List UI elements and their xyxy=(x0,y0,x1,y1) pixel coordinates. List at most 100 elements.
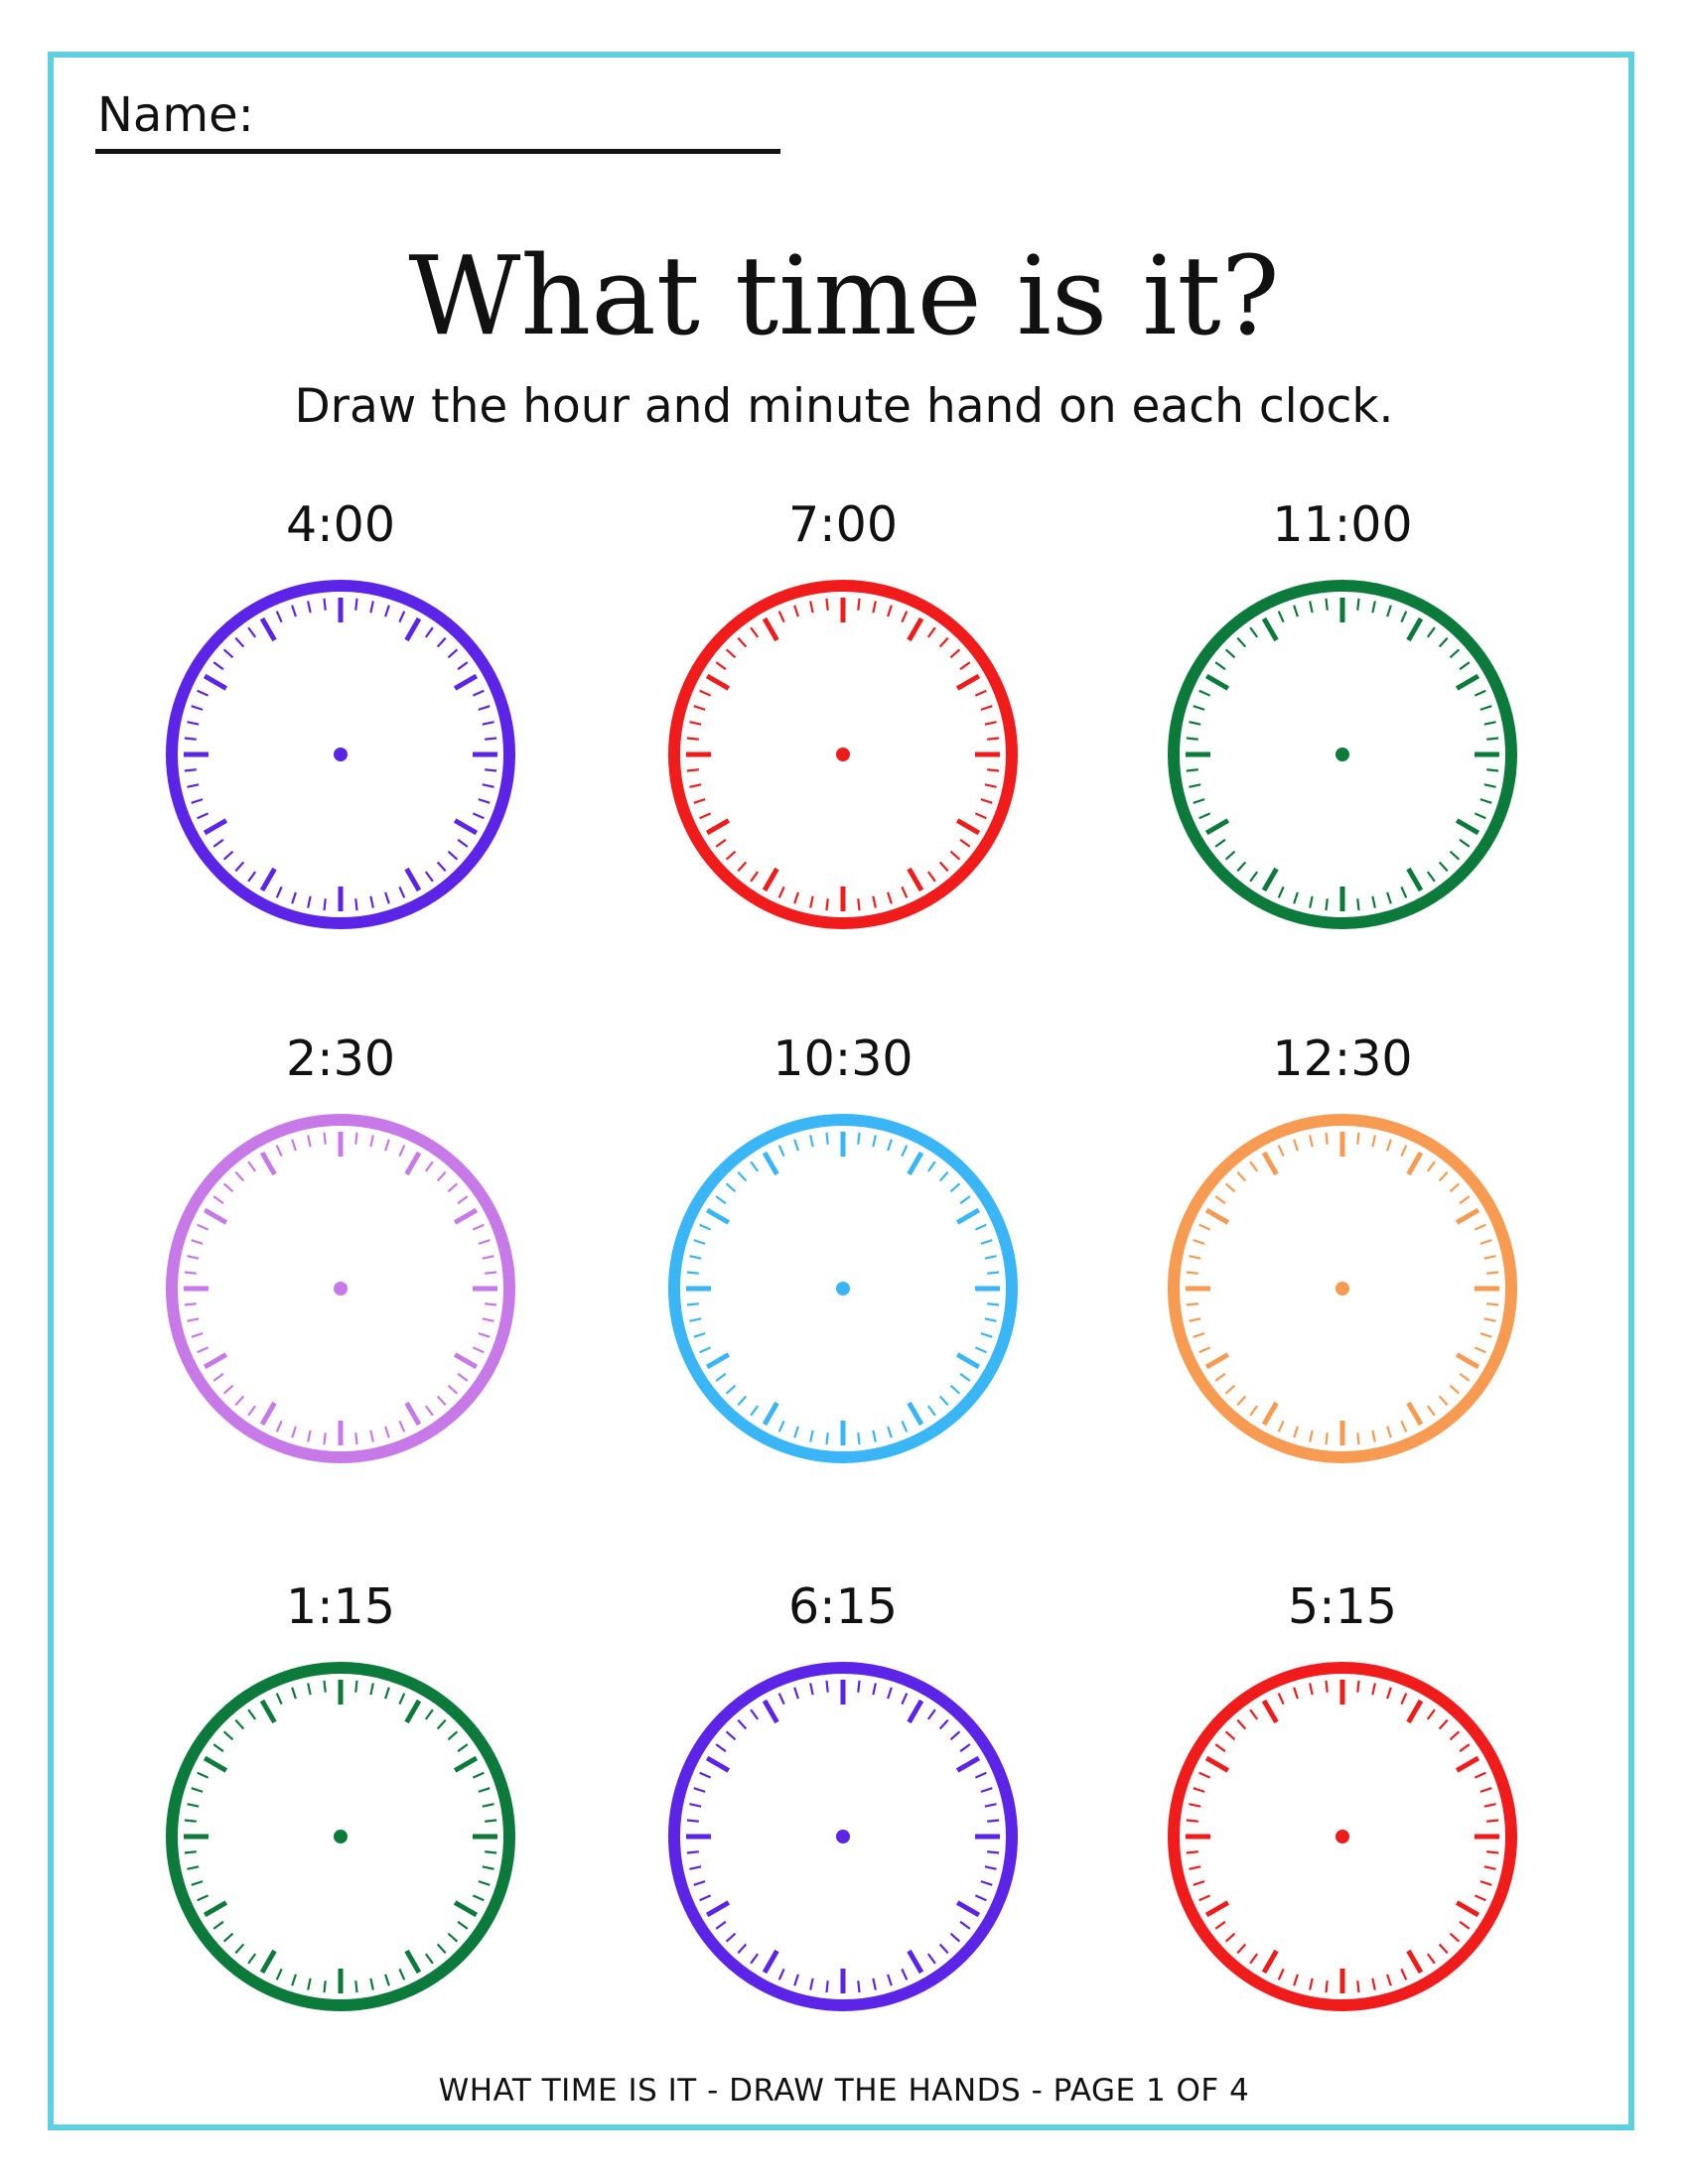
minute-tick xyxy=(1438,1395,1449,1407)
minute-tick xyxy=(693,1787,706,1793)
minute-tick xyxy=(478,1880,491,1886)
hour-tick xyxy=(404,867,422,892)
minute-tick xyxy=(1198,689,1211,697)
minute-tick xyxy=(447,1730,459,1741)
hour-tick xyxy=(907,1699,924,1724)
minute-tick xyxy=(1371,895,1376,908)
clock-face-icon[interactable] xyxy=(1164,1658,1521,2015)
minute-tick xyxy=(1426,626,1436,638)
minute-tick xyxy=(307,1135,312,1148)
clock-item: 5:15 xyxy=(1144,1578,1541,2055)
hour-tick xyxy=(955,818,981,836)
minute-tick xyxy=(291,1426,297,1438)
minute-tick xyxy=(323,1980,327,1993)
minute-tick xyxy=(212,1920,224,1930)
minute-tick xyxy=(872,601,877,614)
hour-tick xyxy=(259,616,277,642)
minute-tick xyxy=(1356,1680,1360,1693)
minute-tick xyxy=(1356,1433,1360,1445)
minute-tick xyxy=(689,721,702,726)
minute-tick xyxy=(184,1302,197,1306)
minute-tick xyxy=(1400,1145,1408,1158)
minute-tick xyxy=(1325,1680,1329,1693)
clock-item: 6:15 xyxy=(644,1578,1042,2055)
hour-tick xyxy=(203,1900,228,1918)
minute-tick xyxy=(959,838,971,848)
minute-tick xyxy=(737,1170,748,1182)
clock-face-icon[interactable] xyxy=(1164,576,1521,933)
clock-face-icon[interactable] xyxy=(664,1658,1022,2015)
minute-tick xyxy=(737,861,748,873)
minute-tick xyxy=(247,1405,257,1417)
minute-tick xyxy=(1474,1771,1486,1779)
minute-tick xyxy=(354,1980,358,1993)
minute-tick xyxy=(1449,648,1461,659)
minute-tick xyxy=(857,1132,861,1145)
minute-tick xyxy=(478,1332,491,1338)
hour-tick xyxy=(955,1755,981,1773)
minute-tick xyxy=(424,1708,434,1720)
minute-tick xyxy=(1198,1223,1211,1231)
minute-tick xyxy=(725,1182,737,1193)
minute-tick xyxy=(689,1317,702,1322)
minute-tick xyxy=(1224,1730,1236,1741)
minute-tick xyxy=(980,798,993,804)
hour-tick xyxy=(203,1207,228,1225)
minute-tick xyxy=(447,1384,459,1395)
minute-tick xyxy=(1449,1384,1461,1395)
clock-face-icon[interactable] xyxy=(162,576,519,933)
minute-tick xyxy=(1371,601,1376,614)
minute-tick xyxy=(793,1426,799,1438)
minute-tick xyxy=(184,1271,197,1275)
minute-tick xyxy=(472,689,485,697)
minute-tick xyxy=(715,838,727,848)
clock-face-icon[interactable] xyxy=(1164,1110,1521,1467)
hour-tick xyxy=(762,1401,779,1427)
minute-tick xyxy=(275,886,283,898)
minute-tick xyxy=(1214,661,1226,671)
minute-tick xyxy=(987,1819,1000,1823)
minute-tick xyxy=(354,898,358,911)
clock-face-icon[interactable] xyxy=(664,1110,1022,1467)
minute-tick xyxy=(693,1239,706,1245)
center-dot xyxy=(1336,1282,1349,1296)
minute-tick xyxy=(686,1819,699,1823)
minute-tick xyxy=(699,1346,712,1354)
minute-tick xyxy=(424,1405,434,1417)
minute-tick xyxy=(447,850,459,861)
minute-tick xyxy=(825,1980,829,1993)
minute-tick xyxy=(478,705,491,711)
minute-tick xyxy=(275,1420,283,1433)
clock-face-icon[interactable] xyxy=(162,1658,519,2015)
minute-tick xyxy=(938,1395,949,1407)
minute-tick xyxy=(212,1743,224,1753)
minute-tick xyxy=(938,1170,949,1182)
minute-tick xyxy=(1293,1687,1299,1700)
minute-tick xyxy=(187,721,200,726)
minute-tick xyxy=(472,812,485,820)
minute-tick xyxy=(1386,1974,1392,1986)
minute-tick xyxy=(1186,1302,1198,1306)
minute-tick xyxy=(1186,1819,1198,1823)
hour-tick xyxy=(1406,1401,1424,1427)
name-field[interactable]: Name: xyxy=(95,87,780,154)
minute-tick xyxy=(825,898,829,911)
minute-tick xyxy=(1224,1182,1236,1193)
minute-tick xyxy=(212,838,224,848)
minute-tick xyxy=(1214,1372,1226,1382)
hour-tick xyxy=(404,1949,422,1975)
minute-tick xyxy=(984,721,997,726)
minute-tick xyxy=(1479,705,1492,711)
minute-tick xyxy=(1438,1718,1449,1730)
clock-time-label: 4:00 xyxy=(285,496,396,553)
minute-tick xyxy=(699,1894,712,1902)
minute-tick xyxy=(1309,1430,1314,1442)
minute-tick xyxy=(926,871,936,883)
minute-tick xyxy=(949,1730,961,1741)
clock-face-icon[interactable] xyxy=(162,1110,519,1467)
minute-tick xyxy=(1249,1160,1259,1172)
minute-tick xyxy=(777,1693,785,1706)
hour-tick xyxy=(259,1699,277,1724)
clock-face-icon[interactable] xyxy=(664,576,1022,933)
minute-tick xyxy=(777,611,785,623)
